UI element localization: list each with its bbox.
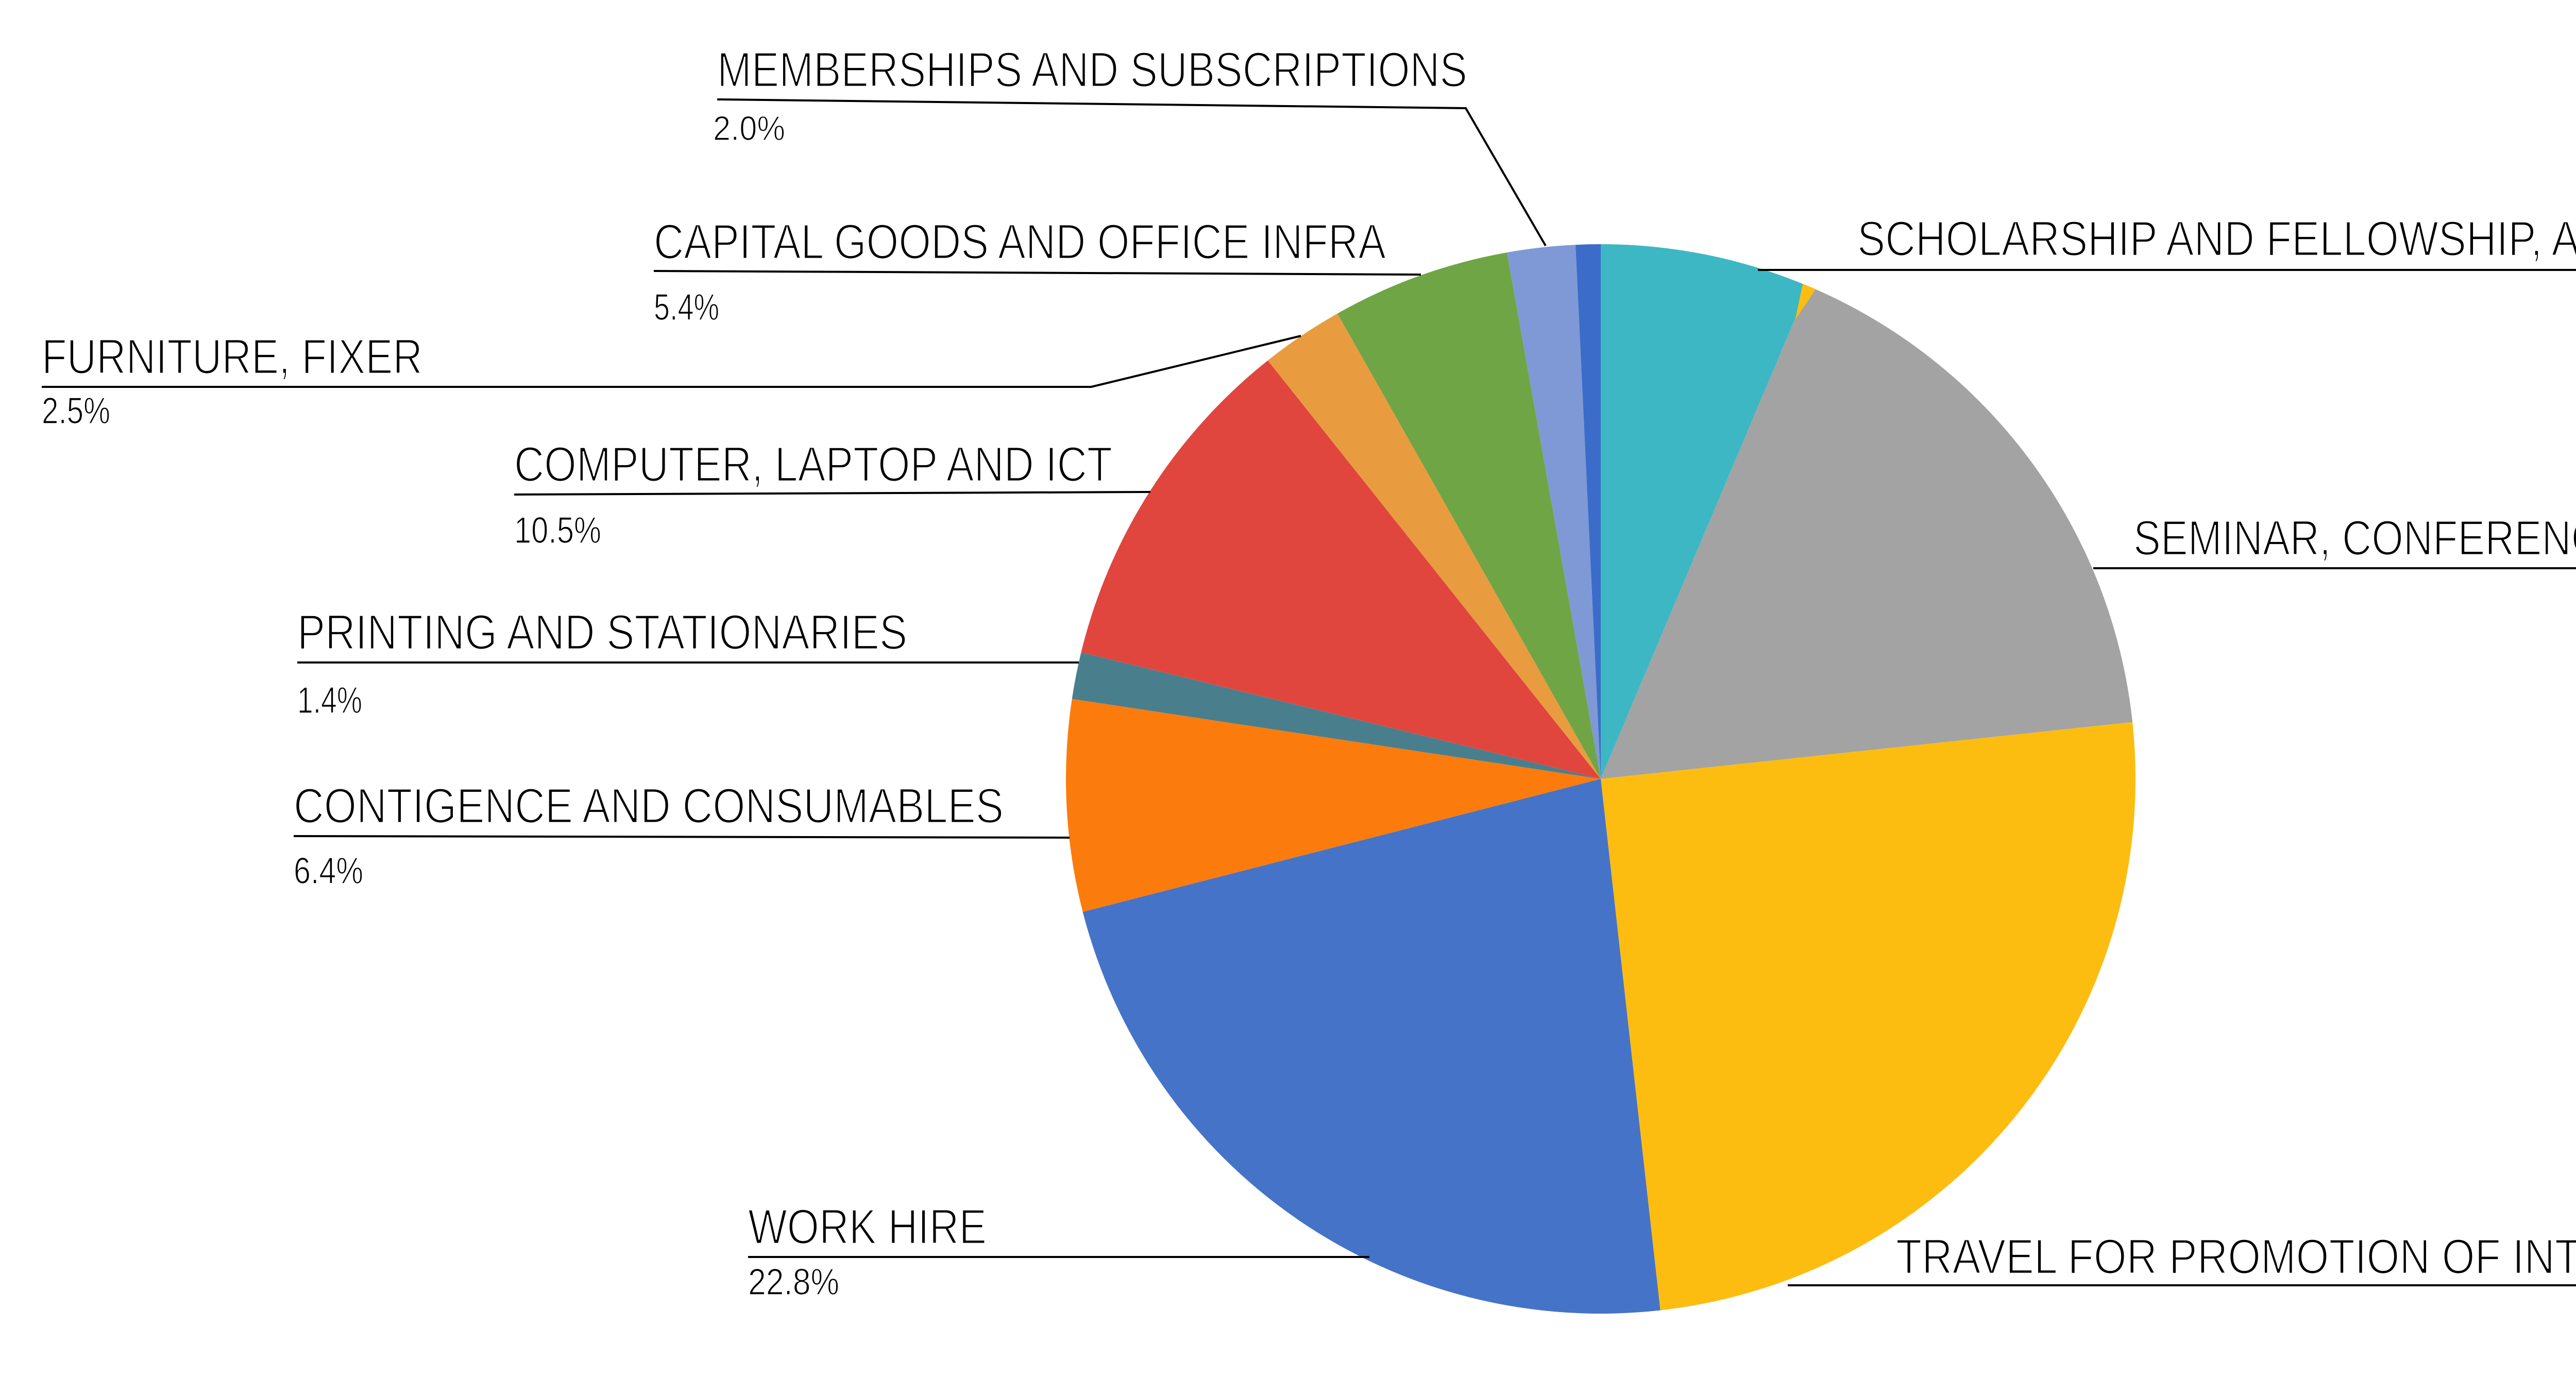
svg-text:CONTIGENCE AND CONSUMABLES: CONTIGENCE AND CONSUMABLES: [294, 778, 1004, 834]
svg-text:6.4%: 6.4%: [294, 851, 363, 892]
svg-text:PRINTING AND STATIONARIES: PRINTING AND STATIONARIES: [297, 605, 907, 660]
svg-text:2.5%: 2.5%: [42, 390, 110, 432]
svg-text:TRAVEL FOR PROMOTION OF INTERN: TRAVEL FOR PROMOTION OF INTERNATIONAL RE…: [1896, 1229, 2576, 1284]
svg-text:10.5%: 10.5%: [514, 510, 601, 551]
svg-text:CAPITAL GOODS AND OFFICE INFRA: CAPITAL GOODS AND OFFICE INFRA: [654, 214, 1386, 269]
svg-text:1.4%: 1.4%: [297, 680, 362, 721]
svg-text:SCHOLARSHIP AND FELLOWSHIP, AW: SCHOLARSHIP AND FELLOWSHIP, AWARDS, REWA…: [1857, 211, 2576, 266]
svg-text:22.8%: 22.8%: [748, 1262, 839, 1303]
svg-text:5.4%: 5.4%: [654, 287, 719, 328]
svg-text:COMPUTER, LAPTOP AND ICT: COMPUTER, LAPTOP AND ICT: [514, 437, 1112, 492]
svg-text:SEMINAR, CONFERENCE, EVENTS AN: SEMINAR, CONFERENCE, EVENTS AND DELE…: [2133, 511, 2576, 566]
svg-text:2.0%: 2.0%: [713, 109, 785, 148]
svg-text:MEMBERSHIPS AND SUBSCRIPTIONS: MEMBERSHIPS AND SUBSCRIPTIONS: [717, 42, 1467, 97]
svg-text:WORK HIRE: WORK HIRE: [748, 1199, 987, 1254]
svg-text:FURNITURE, FIXER: FURNITURE, FIXER: [42, 329, 422, 384]
